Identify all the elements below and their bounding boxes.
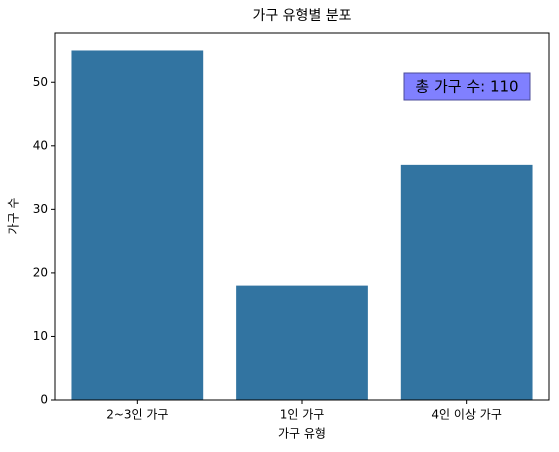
y-tick-label: 30: [33, 202, 48, 216]
y-tick-label: 50: [33, 75, 48, 89]
annotation: 총 가구 수: 110: [415, 78, 518, 96]
x-tick-label: 4인 이상 가구: [431, 408, 501, 422]
y-axis-label: 가구 수: [7, 198, 21, 235]
bar: [71, 50, 204, 400]
bar: [236, 285, 368, 400]
y-tick-label: 20: [33, 265, 48, 279]
x-tick-label: 1인 가구: [280, 408, 325, 422]
x-axis-label: 가구 유형: [278, 427, 326, 441]
axes-frame: [54, 32, 550, 401]
annotation-box: [403, 72, 531, 101]
y-tick-label: 40: [33, 138, 48, 152]
y-tick-label: 10: [33, 329, 48, 343]
chart-title: 가구 유형별 분포: [252, 8, 351, 24]
bar: [400, 164, 533, 400]
y-tick-label: 0: [40, 393, 48, 407]
x-tick-label: 2~3인 가구: [106, 408, 168, 422]
